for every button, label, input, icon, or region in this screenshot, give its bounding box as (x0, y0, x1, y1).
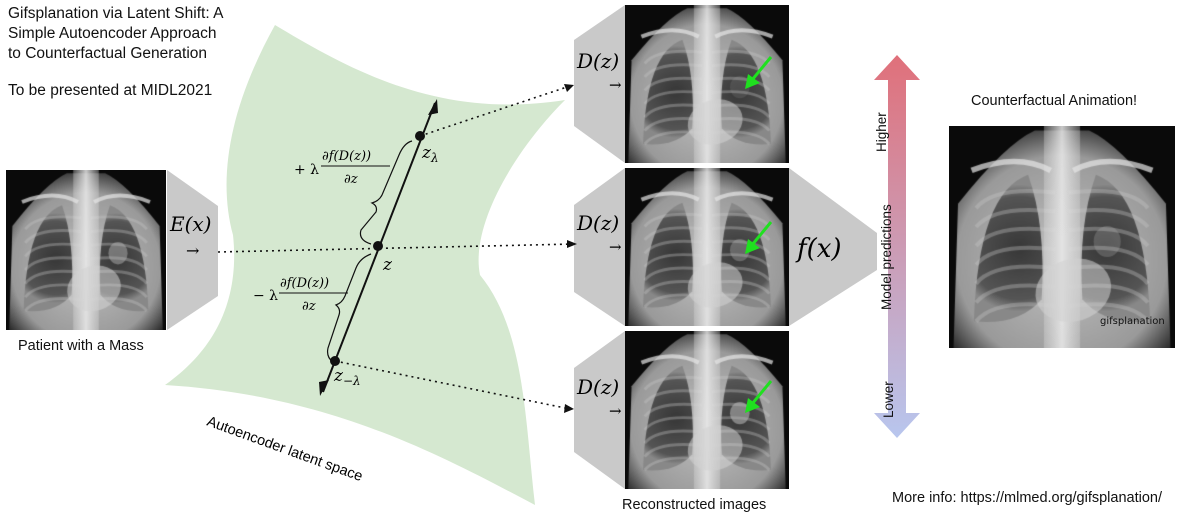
svg-text:+ λ: + λ (294, 162, 319, 178)
reconstructed-caption: Reconstructed images (622, 497, 767, 513)
arrowhead-top (564, 84, 574, 92)
svg-text:∂f(D(z)): ∂f(D(z)) (322, 149, 371, 164)
venue-note: To be presented at MIDL2021 (8, 82, 213, 99)
scale-title: Model predictions (879, 204, 894, 310)
gradient-term-minus: − λ ∂f(D(z)) ∂z (253, 276, 348, 314)
decoder-funnel-top (574, 5, 625, 163)
arrowhead-bottom (564, 404, 574, 413)
decoder-funnel-bottom (574, 331, 625, 489)
svg-text:∂f(D(z)): ∂f(D(z)) (280, 276, 329, 291)
axis-arrowhead-bottom (319, 380, 329, 396)
decoder-arrow-top: → (609, 76, 622, 94)
label-z-minus: z−λ (333, 366, 361, 388)
title-line-2: Simple Autoencoder Approach (8, 25, 217, 42)
title-line-3: to Counterfactual Generation (8, 45, 208, 62)
watermark-text: gifsplanation (1100, 316, 1165, 327)
decoder-funnel-mid (574, 168, 625, 326)
zplus-to-decoder-line (419, 85, 571, 137)
latent-space-label: Autoencoder latent space (205, 414, 365, 485)
encoder-arrow-glyph: → (186, 241, 199, 260)
encoder-funnel (167, 170, 218, 330)
latent-space-sheet (165, 25, 565, 505)
label-z: z (382, 255, 393, 275)
reconstructed-xray-bottom (625, 331, 789, 489)
scale-low-label: Lower (881, 381, 896, 418)
input-xray-image (6, 170, 166, 330)
prediction-scale-arrow (874, 55, 920, 438)
arrowhead-mid (567, 240, 577, 248)
paper-title: Gifsplanation via Latent Shift: A Simple… (8, 4, 223, 64)
title-line-1: Gifsplanation via Latent Shift: A (8, 5, 224, 22)
encoder-label: E(x) (169, 212, 211, 236)
decoder-label-bottom: D(z) (576, 375, 619, 399)
svg-text:∂z: ∂z (344, 172, 358, 187)
svg-text:∂z: ∂z (302, 299, 316, 314)
decoder-arrow-mid: → (609, 238, 622, 256)
counterfactual-animation-image (949, 126, 1175, 348)
scale-high-label: Higher (874, 112, 889, 152)
decoder-label-mid: D(z) (576, 211, 619, 235)
input-caption: Patient with a Mass (18, 338, 144, 354)
point-z-minus (330, 356, 340, 366)
reconstructed-xray-mid (625, 168, 789, 326)
label-z-plus: zλ (421, 143, 439, 165)
animation-title: Counterfactual Animation! (971, 93, 1138, 109)
brace-plus (359, 140, 413, 245)
gradient-term-plus: + λ ∂f(D(z)) ∂z (294, 149, 390, 187)
classifier-label: f(x) (795, 234, 842, 264)
brace-minus (326, 253, 372, 363)
zminus-to-decoder-line (334, 360, 571, 410)
point-z (373, 241, 383, 251)
classifier-funnel (789, 168, 877, 326)
decoder-label-top: D(z) (576, 49, 619, 73)
decoder-arrow-bottom: → (609, 402, 622, 420)
reconstructed-xray-top (625, 5, 789, 163)
more-info-link[interactable]: More info: https://mlmed.org/gifsplanati… (892, 490, 1162, 506)
point-z-plus (415, 131, 425, 141)
svg-text:− λ: − λ (253, 288, 278, 304)
axis-arrowhead-top (428, 99, 438, 115)
